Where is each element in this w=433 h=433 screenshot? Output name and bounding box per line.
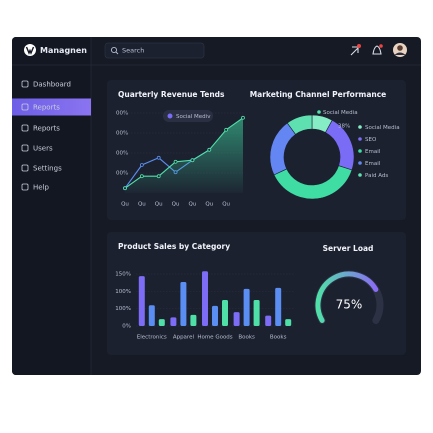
y-tick-label: 0% (122, 324, 131, 330)
bar (202, 271, 208, 326)
legend-label: Paid Ads (365, 173, 388, 179)
point (207, 147, 212, 152)
point (224, 127, 229, 132)
x-tick-label: Qu (155, 202, 163, 208)
nav-icon (21, 103, 29, 111)
y-tick-label: 00% (116, 131, 128, 137)
notification-icon[interactable] (350, 44, 361, 56)
gauge-value (315, 271, 379, 323)
x-tick-label: Qu (189, 202, 197, 208)
legend-label: Social Mediv (176, 114, 211, 120)
y-tick-label: 100% (115, 306, 131, 312)
chart-title: Marketing Channel Performance (250, 90, 387, 99)
bar (180, 281, 187, 326)
legend-bg (163, 110, 213, 122)
bar (212, 305, 218, 326)
legend-label: Email (365, 161, 381, 167)
x-tick-label: Qu (205, 202, 213, 208)
bar (275, 287, 282, 326)
chart-title: Product Sales by Category (118, 242, 230, 251)
x-tick-label: Electronics (137, 335, 167, 341)
bar (243, 288, 250, 326)
area (125, 117, 243, 193)
point (156, 174, 161, 179)
point (156, 155, 161, 160)
nav-item[interactable]: Reports (33, 104, 60, 112)
x-tick-label: Books (270, 335, 287, 341)
bar (265, 315, 272, 326)
y-tick-label: 00% (116, 151, 128, 157)
legend-label: Social Media (365, 125, 400, 131)
legend-dot (358, 161, 362, 165)
x-tick-label: Books (238, 335, 255, 341)
app-name: Managnen (40, 46, 87, 55)
x-tick-label: Home Goods (197, 335, 232, 341)
bar (138, 276, 145, 326)
search-placeholder: Search (122, 47, 144, 55)
bar (190, 314, 197, 326)
nav-item[interactable]: Settings (33, 165, 62, 173)
gauge-label: 75% (336, 298, 363, 312)
annotation: Social Media (323, 110, 358, 116)
y-tick-label: 00% (116, 171, 128, 177)
x-tick-label: Apparel (173, 335, 195, 341)
nav-item[interactable]: Help (33, 184, 50, 192)
line (124, 117, 244, 189)
avatar[interactable] (393, 43, 407, 57)
donut-segment (286, 114, 313, 135)
nav-item[interactable]: Reports (33, 125, 60, 133)
x-tick-label: Qu (121, 202, 129, 208)
chart-title: Quarterly Revenue Tends (118, 90, 225, 99)
annotation-dot (317, 110, 321, 114)
bell-icon[interactable] (372, 44, 383, 55)
search-box[interactable] (104, 42, 205, 59)
legend-label: Email (365, 149, 381, 155)
bar (285, 319, 292, 326)
bar (233, 312, 240, 326)
annotation: 38% (338, 124, 350, 130)
y-tick-label: 100% (115, 289, 131, 295)
nav-icon (21, 144, 29, 152)
y-tick-label: 00% (116, 111, 128, 117)
point (173, 159, 178, 164)
point (123, 186, 127, 191)
legend-dot (358, 125, 362, 129)
bar (158, 319, 165, 326)
x-tick-label: Qu (138, 202, 146, 208)
bar (222, 300, 228, 326)
point (139, 174, 144, 179)
sidebar (12, 37, 91, 375)
legend-dot (358, 173, 362, 177)
bar (253, 300, 260, 326)
x-tick-label: Qu (172, 202, 180, 208)
nav-icon (21, 164, 29, 172)
point (139, 163, 144, 167)
point (241, 115, 245, 120)
legend-dot (167, 113, 173, 119)
legend-dot (358, 149, 362, 153)
nav-item[interactable]: Users (33, 145, 53, 153)
x-tick-label: Qu (222, 202, 230, 208)
active-nav-bg (12, 98, 91, 116)
nav-icon (21, 183, 29, 191)
bar (148, 305, 155, 326)
bar (170, 317, 177, 326)
nav-icon (21, 80, 29, 88)
nav-item[interactable]: Dashboard (33, 81, 71, 89)
chart-title: Server Load (323, 244, 374, 253)
legend-label: SEO (365, 137, 377, 143)
nav-icon (21, 124, 29, 132)
point (190, 158, 195, 163)
y-tick-label: 150% (115, 272, 131, 278)
legend-dot (358, 137, 362, 141)
